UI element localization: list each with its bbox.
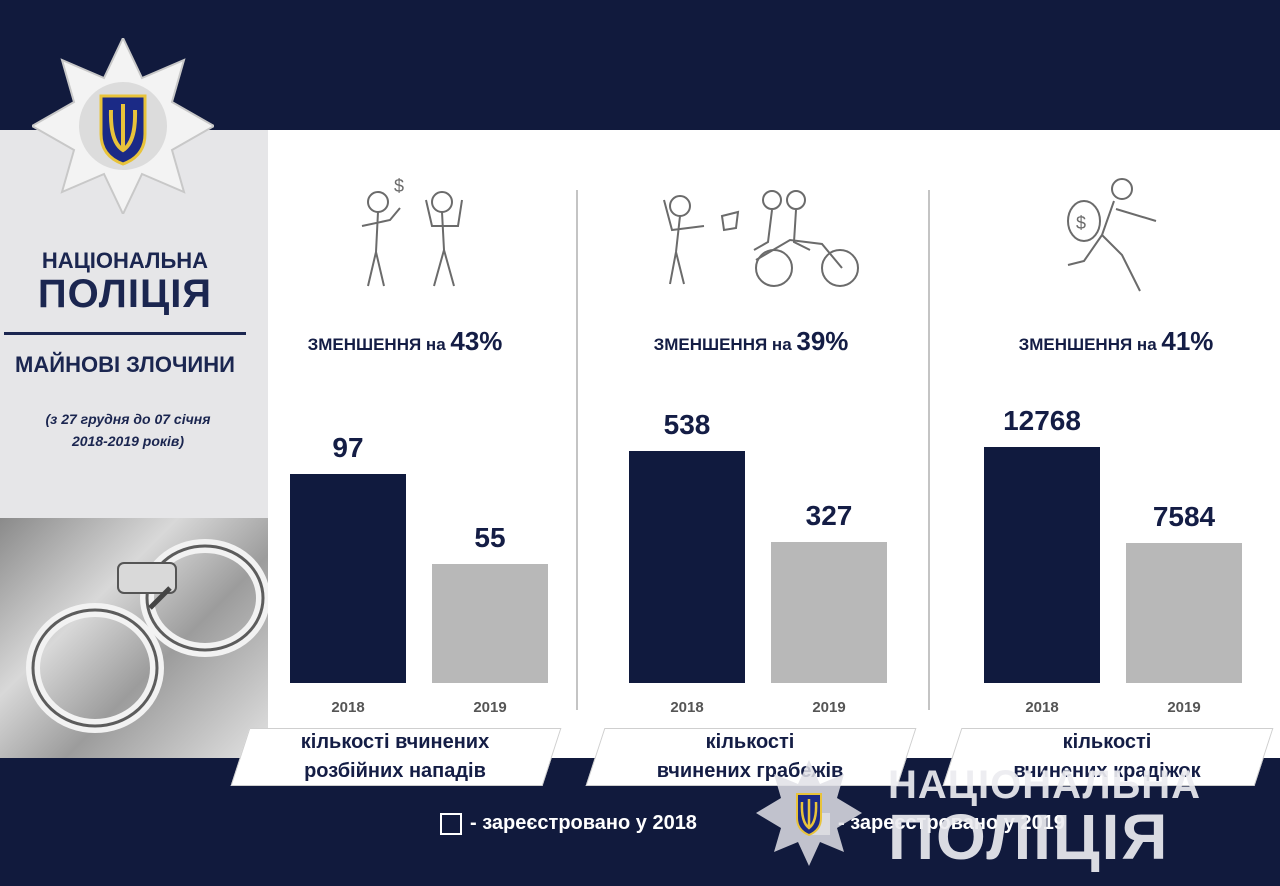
panel-headline: ЗМЕНШЕННЯ на 43% [255, 326, 555, 357]
panel-caption: кількості вчинених розбійних нападів [240, 728, 550, 786]
year-label-2018: 2018 [331, 699, 365, 716]
bar-2019 [1126, 542, 1242, 683]
left-panel [0, 130, 268, 518]
watermark-line1: НАЦІОНАЛЬНА [888, 763, 1202, 807]
panel-caption: кількості вчинених крадіжок [952, 728, 1262, 786]
bag-snatching-icon [663, 190, 859, 287]
watermark-line2: ПОЛІЦІЯ [888, 801, 1170, 873]
year-label-2019: 2019 [1167, 699, 1201, 716]
legend-swatch-2018 [440, 812, 462, 835]
bar-2019 [432, 564, 548, 683]
caption-line2: розбійних нападів [304, 760, 486, 782]
caption-line1: кількості [1062, 731, 1152, 753]
brand-line1: НАЦІОНАЛЬНА [41, 248, 209, 273]
panel-headline: ЗМЕНШЕННЯ на 41% [966, 326, 1266, 357]
value-label-2019: 327 [805, 499, 853, 531]
year-label-2018: 2018 [670, 699, 704, 716]
caption-line1: кількості [705, 731, 795, 753]
panel-divider [928, 190, 930, 710]
year-label-2019: 2019 [812, 699, 846, 716]
legend-item-2018: - зареєстровано у 2018 [440, 812, 697, 835]
period-line2: 2018-2019 років) [71, 433, 185, 449]
robbery-assault-icon: $ [361, 176, 463, 287]
year-label-2019: 2019 [473, 699, 507, 716]
headline-label: ЗМЕНШЕННЯ на [1018, 335, 1162, 354]
legend-label-2019: - зареєстровано у 2019 [838, 812, 1065, 834]
brand-line2: ПОЛІЦІЯ [37, 272, 213, 316]
thief-running-icon: $ [1067, 178, 1157, 292]
bar-2018 [984, 447, 1100, 683]
watermark-badge-icon [756, 760, 862, 866]
headline-label: ЗМЕНШЕННЯ на [653, 335, 797, 354]
value-label-2018: 97 [332, 432, 364, 463]
bar-2018 [629, 451, 745, 683]
caption-line1: кількості вчинених [300, 731, 490, 753]
value-label-2018: 538 [663, 409, 711, 440]
header-band [0, 0, 1280, 130]
value-label-2019: 7584 [1152, 500, 1216, 532]
svg-text:$: $ [1076, 213, 1086, 233]
headline-percent: 43% [450, 326, 503, 356]
value-label-2019: 55 [474, 522, 506, 554]
legend-label-2018: - зареєстровано у 2018 [470, 812, 697, 834]
panel-caption: кількості вчинених грабежів [595, 728, 905, 786]
bar-2019 [771, 541, 887, 683]
police-star-badge-icon [32, 38, 214, 214]
value-label-2018: 12768 [1003, 405, 1081, 436]
caption-line2: вчинених крадіжок [1013, 760, 1201, 782]
brand-divider [4, 332, 246, 335]
bar-2018 [290, 474, 406, 683]
svg-text:$: $ [394, 176, 404, 196]
period-text: (з 27 грудня до 07 січня 2018-2019 років… [0, 408, 256, 452]
headline-label: ЗМЕНШЕННЯ на [307, 335, 451, 354]
headline-percent: 41% [1161, 326, 1214, 356]
caption-line2: вчинених грабежів [656, 760, 844, 782]
handcuffs-photo [0, 518, 268, 758]
subject-title: МАЙНОВІ ЗЛОЧИНИ [15, 352, 235, 377]
panel-headline: ЗМЕНШЕННЯ на 39% [601, 326, 901, 357]
panel-divider [576, 190, 578, 710]
period-line1: (з 27 грудня до 07 січня [45, 411, 211, 427]
headline-percent: 39% [796, 326, 849, 356]
year-label-2018: 2018 [1025, 699, 1059, 716]
